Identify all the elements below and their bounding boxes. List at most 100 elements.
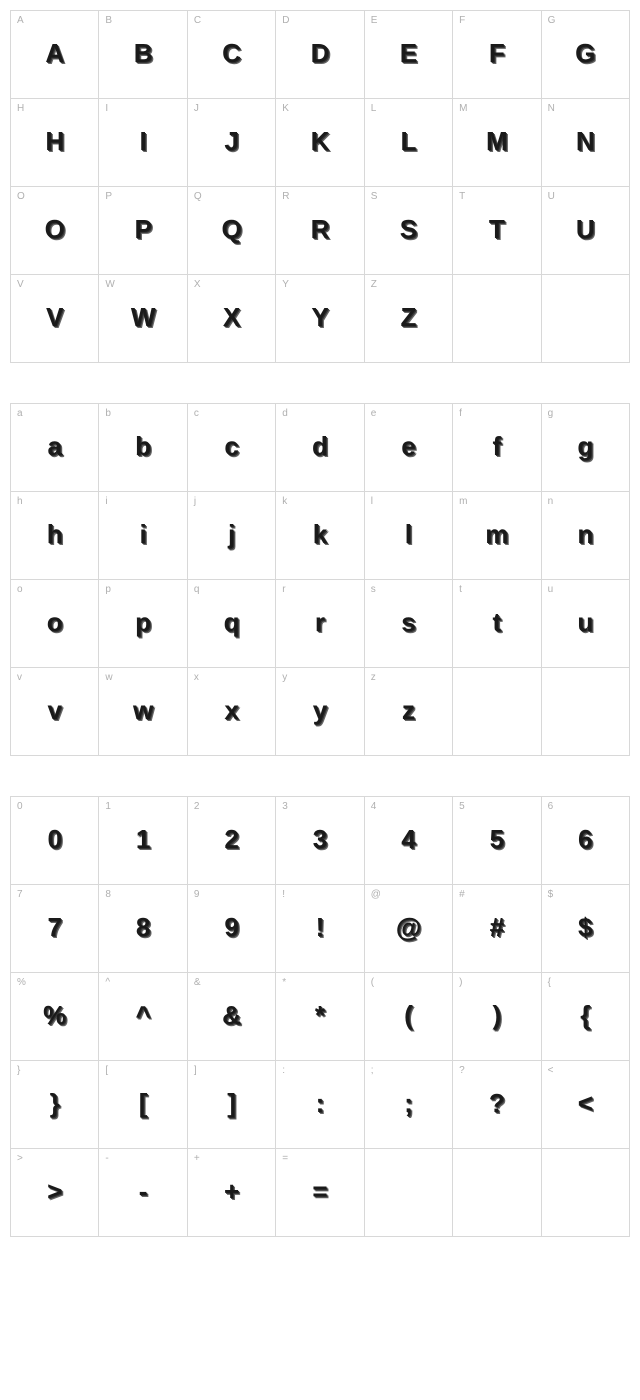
- cell-label: c: [194, 408, 199, 419]
- cell-label: N: [548, 103, 555, 114]
- glyph-cell: aa: [11, 404, 99, 492]
- glyph-cell: AA: [11, 11, 99, 99]
- cell-label: W: [105, 279, 114, 290]
- cell-label: ?: [459, 1065, 465, 1076]
- empty-cell: [542, 668, 630, 756]
- cell-glyph: y: [313, 694, 327, 725]
- glyph-cell: ii: [99, 492, 187, 580]
- glyph-cell: {{: [542, 973, 630, 1061]
- cell-label: e: [371, 408, 377, 419]
- cell-label: E: [371, 15, 378, 26]
- cell-label: D: [282, 15, 289, 26]
- cell-label: }: [17, 1065, 20, 1076]
- cell-glyph: O: [45, 213, 65, 244]
- cell-glyph: f: [493, 430, 502, 461]
- glyph-cell: YY: [276, 275, 364, 363]
- cell-glyph: r: [315, 606, 325, 637]
- cell-glyph: =: [312, 1175, 327, 1206]
- cell-label: 4: [371, 801, 377, 812]
- cell-label: H: [17, 103, 24, 114]
- cell-label: 3: [282, 801, 288, 812]
- glyph-cell: cc: [188, 404, 276, 492]
- cell-glyph: t: [493, 606, 502, 637]
- empty-cell: [453, 1149, 541, 1237]
- cell-label: {: [548, 977, 551, 988]
- cell-label: P: [105, 191, 112, 202]
- glyph-cell: dd: [276, 404, 364, 492]
- cell-glyph: w: [133, 694, 153, 725]
- glyph-cell: pp: [99, 580, 187, 668]
- cell-glyph: <: [578, 1087, 593, 1118]
- glyph-cell: WW: [99, 275, 187, 363]
- glyph-cell: rr: [276, 580, 364, 668]
- cell-glyph: -: [139, 1175, 148, 1206]
- cell-glyph: e: [401, 430, 415, 461]
- cell-label: *: [282, 977, 286, 988]
- glyph-cell: UU: [542, 187, 630, 275]
- cell-glyph: 2: [224, 823, 238, 854]
- glyph-grid: 00112233445566778899!!@@##$$%%^^&&**(())…: [10, 796, 630, 1237]
- cell-glyph: B: [134, 37, 153, 68]
- cell-glyph: *: [315, 999, 325, 1030]
- glyph-cell: LL: [365, 99, 453, 187]
- glyph-cell: $$: [542, 885, 630, 973]
- cell-glyph: L: [400, 125, 416, 156]
- cell-label: O: [17, 191, 25, 202]
- cell-label: n: [548, 496, 554, 507]
- glyph-cell: RR: [276, 187, 364, 275]
- glyph-cell: 11: [99, 797, 187, 885]
- cell-glyph: (: [404, 999, 413, 1030]
- section-numbers_symbols: 00112233445566778899!!@@##$$%%^^&&**(())…: [10, 796, 630, 1237]
- glyph-cell: 22: [188, 797, 276, 885]
- cell-glyph: +: [224, 1175, 239, 1206]
- cell-glyph: H: [45, 125, 64, 156]
- cell-label: B: [105, 15, 112, 26]
- cell-glyph: v: [47, 694, 61, 725]
- cell-label: 8: [105, 889, 111, 900]
- cell-glyph: m: [485, 518, 508, 549]
- cell-label: V: [17, 279, 24, 290]
- glyph-cell: NN: [542, 99, 630, 187]
- cell-glyph: V: [46, 301, 63, 332]
- glyph-cell: 00: [11, 797, 99, 885]
- cell-glyph: l: [405, 518, 412, 549]
- cell-glyph: C: [222, 37, 241, 68]
- glyph-cell: kk: [276, 492, 364, 580]
- glyph-grid: AABBCCDDEEFFGGHHIIJJKKLLMMNNOOPPQQRRSSTT…: [10, 10, 630, 363]
- cell-glyph: Q: [221, 213, 241, 244]
- cell-label: L: [371, 103, 377, 114]
- cell-label: <: [548, 1065, 554, 1076]
- cell-glyph: g: [577, 430, 593, 461]
- cell-glyph: }: [50, 1087, 60, 1118]
- glyph-cell: CC: [188, 11, 276, 99]
- cell-glyph: q: [224, 606, 240, 637]
- cell-glyph: 6: [578, 823, 592, 854]
- cell-label: 9: [194, 889, 200, 900]
- cell-label: 2: [194, 801, 200, 812]
- glyph-cell: oo: [11, 580, 99, 668]
- glyph-cell: tt: [453, 580, 541, 668]
- cell-glyph: #: [490, 911, 504, 942]
- glyph-cell: ??: [453, 1061, 541, 1149]
- cell-label: w: [105, 672, 112, 683]
- cell-glyph: I: [140, 125, 147, 156]
- cell-glyph: Y: [311, 301, 328, 332]
- glyph-cell: XX: [188, 275, 276, 363]
- glyph-cell: 77: [11, 885, 99, 973]
- cell-glyph: d: [312, 430, 328, 461]
- glyph-cell: ll: [365, 492, 453, 580]
- cell-glyph: $: [578, 911, 592, 942]
- cell-label: #: [459, 889, 465, 900]
- cell-label: R: [282, 191, 289, 202]
- glyph-cell: ww: [99, 668, 187, 756]
- glyph-cell: qq: [188, 580, 276, 668]
- cell-glyph: {: [580, 999, 590, 1030]
- cell-label: G: [548, 15, 556, 26]
- cell-glyph: A: [45, 37, 64, 68]
- cell-label: [: [105, 1065, 108, 1076]
- cell-label: $: [548, 889, 554, 900]
- glyph-cell: ==: [276, 1149, 364, 1237]
- cell-glyph: 5: [490, 823, 504, 854]
- cell-label: v: [17, 672, 22, 683]
- cell-glyph: S: [400, 213, 417, 244]
